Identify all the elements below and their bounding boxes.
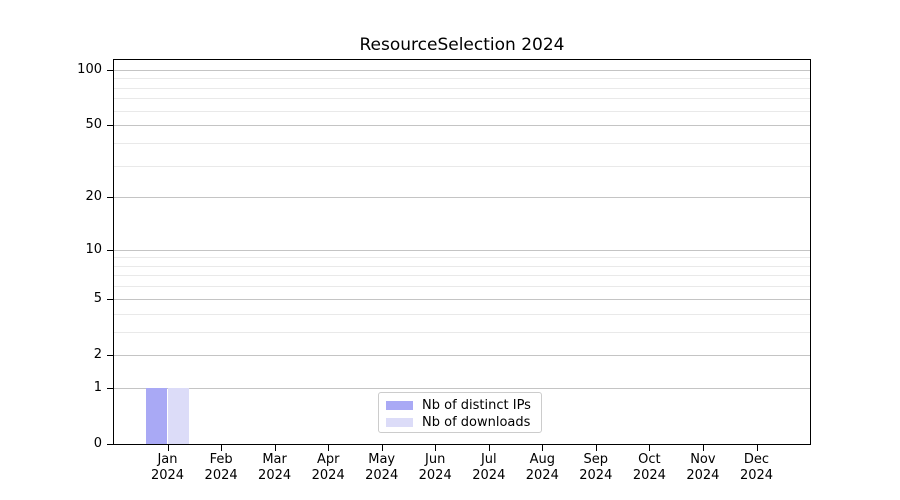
legend: Nb of distinct IPs Nb of downloads (378, 392, 542, 433)
x-axis-tick-label: Jun 2024 (418, 452, 452, 483)
x-axis-tick (702, 445, 704, 451)
y-axis-tick (107, 354, 113, 356)
y-axis-tick-label: 2 (93, 346, 102, 362)
legend-label: Nb of distinct IPs (422, 397, 531, 413)
x-axis-tick-label: Jul 2024 (472, 452, 506, 483)
y-axis-tick (107, 125, 113, 127)
gridline-minor (114, 286, 810, 288)
gridline-minor (114, 87, 810, 89)
x-axis-tick (435, 445, 437, 451)
y-axis-tick-label: 5 (93, 290, 102, 306)
gridline-major (114, 69, 810, 71)
x-axis-tick-label: Sep 2024 (579, 452, 613, 483)
gridline-minor (114, 142, 810, 144)
legend-label: Nb of downloads (422, 414, 531, 430)
x-axis-tick (381, 445, 383, 451)
gridline-minor (114, 165, 810, 167)
gridline-minor (114, 110, 810, 112)
gridline-major (114, 125, 810, 127)
y-axis-tick (107, 249, 113, 251)
x-axis-tick (542, 445, 544, 451)
gridline-major (114, 298, 810, 300)
x-axis-tick-label: Nov 2024 (686, 452, 720, 483)
x-axis-tick-label: Feb 2024 (204, 452, 238, 483)
y-axis-tick (107, 69, 113, 71)
gridline-minor (114, 98, 810, 100)
gridline-minor (114, 331, 810, 333)
y-axis-tick (107, 197, 113, 199)
x-axis-tick (756, 445, 758, 451)
y-axis-tick (107, 444, 113, 445)
y-axis-tick (107, 298, 113, 300)
gridline-minor (114, 275, 810, 277)
x-axis-tick (595, 445, 597, 451)
plot-area: 0 1 2 5 10 20 50 100 Jan 2024 Feb 2024 Mar 2024 Apr… (77, 59, 811, 483)
x-axis-tick (649, 445, 651, 451)
y-axis-tick-label: 0 (93, 436, 102, 451)
x-axis-tick-label: Dec 2024 (739, 452, 774, 483)
gridline-major (114, 249, 810, 251)
x-axis-tick (167, 445, 169, 451)
y-axis-tick-label: 20 (85, 189, 102, 205)
x-axis-tick-label: May 2024 (365, 452, 399, 483)
gridline-major (114, 197, 810, 199)
gridline-minor (114, 78, 810, 80)
legend-item-downloads: Nb of downloads (379, 414, 541, 431)
x-axis-tick (488, 445, 490, 451)
chart-title: ResourceSelection 2024 (359, 35, 565, 55)
y-axis-tick-label: 10 (85, 241, 102, 257)
legend-swatch-distinct-ips-icon (386, 401, 413, 410)
bar-jan-distinct-ips (146, 387, 168, 444)
gridline-major (114, 387, 810, 389)
y-axis-tick-label: 1 (93, 379, 102, 395)
x-axis-tick-label: Jan 2024 (150, 452, 185, 483)
x-axis-tick (221, 445, 223, 451)
x-axis-tick-label: Apr 2024 (311, 452, 345, 483)
y-axis-tick (107, 387, 113, 389)
legend-swatch-downloads-icon (386, 418, 413, 427)
gridline-minor (114, 265, 810, 267)
y-axis-tick-label: 50 (85, 117, 102, 133)
x-axis-tick (328, 445, 330, 451)
gridline-minor (114, 313, 810, 315)
x-axis-tick-label: Aug 2024 (525, 452, 559, 483)
x-axis-tick-label: Mar 2024 (258, 452, 292, 483)
legend-item-distinct-ips: Nb of distinct IPs (379, 397, 541, 414)
y-axis-tick-label: 100 (77, 61, 102, 77)
x-axis-tick-label: Oct 2024 (632, 452, 666, 483)
x-axis-tick (274, 445, 276, 451)
gridline-minor (114, 257, 810, 259)
gridline-major (114, 354, 810, 356)
bar-jan-downloads (167, 387, 189, 444)
